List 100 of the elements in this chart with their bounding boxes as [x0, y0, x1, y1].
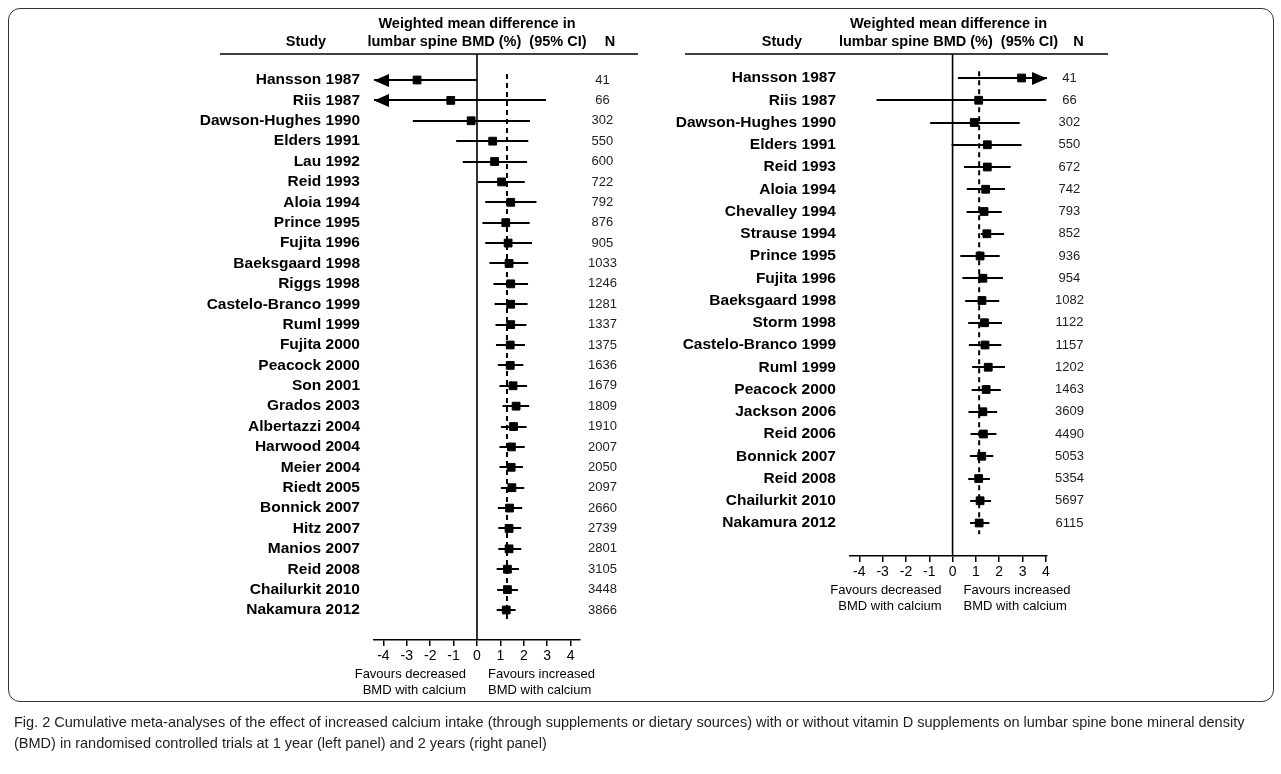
y2-tick-label: 793	[1058, 203, 1081, 219]
y-tick-label: Reid 1993	[763, 157, 837, 175]
x-tick-label: -2	[899, 563, 913, 580]
y2-tick-label: 66	[595, 91, 610, 107]
y2-tick-label: 2660	[588, 499, 617, 515]
y2-tick-label: 1636	[588, 356, 617, 372]
x-tick-label: -4	[853, 563, 866, 580]
y-tick-label: Aloia 1994	[759, 179, 837, 197]
x-tick-label: -3	[400, 647, 414, 664]
y2-tick-label: 2739	[588, 520, 617, 536]
y2-tick-label: 1809	[588, 397, 617, 413]
y-tick-label: Riis 1987	[292, 90, 360, 108]
y2-tick-label: 954	[1058, 269, 1081, 285]
y2-tick-label: 5053	[1055, 447, 1084, 463]
text: Favours decreased BMD with calcium	[354, 666, 466, 697]
y-tick-label: Storm 1998	[752, 313, 837, 331]
y-tick-label: Harwood 2004	[254, 437, 361, 455]
y-tick-label: Elders 1991	[749, 135, 837, 153]
x-tick-label: 3	[1018, 563, 1027, 580]
y-tick-label: Peacock 2000	[258, 355, 360, 373]
y2-tick-label: 1679	[588, 377, 617, 393]
text: Favours increased BMD with calcium	[963, 582, 1071, 613]
y2-tick-label: 4490	[1055, 425, 1084, 441]
y-tick-label: Chailurkit 2010	[249, 579, 360, 597]
y-tick-label: Castelo-Branco 1999	[206, 294, 361, 312]
caption: Fig. 2 Cumulative meta-analyses of the effect of increased calcium intake (through supplements or dietary sources) with or without vitamin D supplements on lumbar spine bone mineral density (BMD) in randomised controlled trials at 1 year (left panel) and 2 years (right panel)	[14, 713, 1246, 753]
y2-tick-label: 1157	[1055, 336, 1084, 352]
x-tick-label: 2	[995, 563, 1004, 580]
x-tick-label: 1	[972, 563, 980, 580]
y2-tick-label: 66	[1062, 91, 1077, 107]
y-tick-label: Reid 2006	[763, 424, 837, 442]
y2-tick-label: 1082	[1055, 292, 1084, 308]
y2-tick-label: 550	[1058, 136, 1081, 152]
y-tick-label: Manios 2007	[267, 539, 360, 557]
y-tick-label: Baeksgaard 1998	[709, 290, 837, 308]
x-tick-label: -2	[423, 647, 437, 664]
y-tick-label: Albertazzi 2004	[248, 416, 361, 434]
y-tick-label: Son 2001	[291, 376, 361, 394]
y-tick-label: Riedt 2005	[282, 477, 361, 495]
y-tick-label: Dawson-Hughes 1990	[675, 112, 836, 130]
y-tick-label: Hansson 1987	[731, 68, 836, 86]
y2-tick-label: 852	[1058, 225, 1081, 241]
y-tick-label: Riggs 1998	[278, 274, 361, 292]
y2-tick-label: 1033	[588, 255, 617, 271]
y-tick-label: Jackson 2006	[735, 402, 837, 420]
y2-tick-label: 672	[1058, 158, 1081, 174]
x-tick-label: 4	[566, 647, 575, 664]
y2-tick-label: 302	[591, 112, 614, 128]
y-tick-label: Chevalley 1994	[724, 201, 837, 219]
y2-axis-title: N	[604, 33, 616, 49]
y2-tick-label: 1281	[588, 295, 617, 311]
y-tick-label: Aloia 1994	[283, 192, 361, 210]
y-tick-label: Peacock 2000	[734, 379, 836, 397]
y2-tick-label: 1463	[1055, 381, 1084, 397]
y-tick-label: Lau 1992	[293, 151, 360, 169]
y-tick-label: Reid 2008	[287, 559, 361, 577]
y-tick-label: Prince 1995	[749, 246, 837, 264]
y2-tick-label: 1202	[1055, 358, 1084, 374]
x-tick-label: 3	[543, 647, 552, 664]
y-tick-label: Prince 1995	[273, 212, 361, 230]
y-axis-title: Study	[761, 33, 803, 49]
y-tick-label: Ruml 1999	[282, 314, 361, 332]
y2-tick-label: 1910	[588, 418, 617, 434]
y-tick-label: Fujita 2000	[279, 335, 360, 353]
y2-tick-label: 5697	[1055, 492, 1084, 508]
chart-title: Weighted mean difference in lumbar spine BMD (%) (95% CI)	[367, 15, 587, 49]
y2-tick-label: 5354	[1055, 470, 1084, 486]
y2-tick-label: 3105	[588, 560, 617, 576]
y2-tick-label: 3866	[588, 601, 617, 617]
y-tick-label: Ruml 1999	[758, 357, 837, 375]
text: Favours decreased BMD with calcium	[830, 582, 942, 613]
y2-tick-label: 1375	[588, 336, 617, 352]
x-tick-label: 2	[519, 647, 528, 664]
x-tick-label: -1	[447, 647, 461, 664]
y-tick-label: Meier 2004	[280, 457, 361, 475]
x-tick-label: 0	[473, 647, 482, 664]
y2-tick-label: 3609	[1055, 403, 1084, 419]
y2-tick-label: 6115	[1055, 514, 1084, 530]
y2-tick-label: 2007	[588, 438, 617, 454]
y-tick-label: Reid 2008	[763, 468, 837, 486]
y2-tick-label: 722	[591, 173, 614, 189]
y2-tick-label: 1246	[588, 275, 617, 291]
x-tick-label: 4	[1041, 563, 1050, 580]
y-tick-label: Baeksgaard 1998	[233, 253, 361, 271]
y2-tick-label: 876	[591, 214, 614, 230]
y2-tick-label: 742	[1058, 180, 1081, 196]
y-tick-label: Nakamura 2012	[722, 513, 836, 531]
chart-title: Weighted mean difference in lumbar spine BMD (%) (95% CI)	[838, 15, 1059, 49]
y-tick-label: Grados 2003	[266, 396, 361, 414]
y-tick-label: Strause 1994	[740, 224, 837, 242]
y2-tick-label: 302	[1058, 114, 1081, 130]
y2-tick-label: 2097	[588, 479, 617, 495]
y2-tick-label: 550	[591, 132, 614, 148]
y2-tick-label: 41	[1062, 69, 1077, 85]
y2-axis-title: N	[1073, 33, 1084, 49]
y-tick-label: Fujita 1996	[755, 268, 837, 286]
y-tick-label: Hansson 1987	[255, 70, 360, 88]
text: Favours increased BMD with calcium	[488, 666, 595, 697]
x-tick-label: -1	[923, 563, 936, 580]
y-tick-label: Hitz 2007	[292, 518, 360, 536]
